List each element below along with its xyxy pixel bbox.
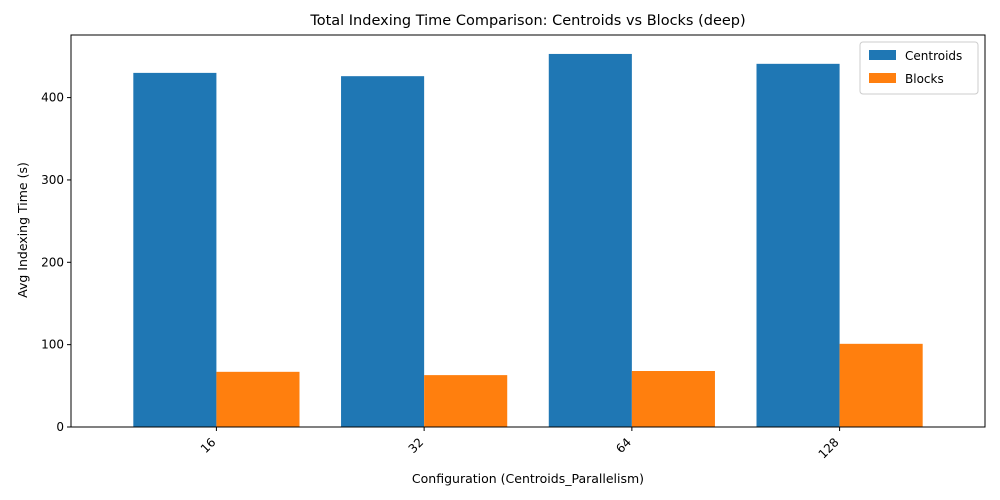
x-tick-label: 32 <box>406 435 427 456</box>
bar-centroids-128 <box>756 63 840 428</box>
bar-centroids-32 <box>341 76 425 428</box>
x-tick-label: 128 <box>816 435 842 461</box>
y-axis-label: Avg Indexing Time (s) <box>15 162 30 298</box>
x-tick-label: 16 <box>198 435 219 456</box>
x-axis-label: Configuration (Centroids_Parallelism) <box>412 471 644 486</box>
bar-blocks-16 <box>216 371 300 427</box>
legend-label-centroids: Centroids <box>905 49 962 63</box>
y-tick-label: 400 <box>41 91 64 105</box>
bars-group <box>133 53 923 428</box>
y-tick-label: 200 <box>41 255 64 269</box>
y-tick-label: 0 <box>56 420 64 434</box>
y-tick-label: 100 <box>41 338 64 352</box>
legend-swatch-blocks <box>869 73 896 83</box>
chart-title: Total Indexing Time Comparison: Centroid… <box>309 13 745 29</box>
bar-blocks-128 <box>839 343 923 427</box>
bar-blocks-64 <box>631 371 715 427</box>
y-tick-label: 300 <box>41 173 64 187</box>
legend-swatch-centroids <box>869 50 896 60</box>
legend: Centroids Blocks <box>859 41 979 95</box>
bar-centroids-64 <box>548 53 632 428</box>
plot-frame <box>70 34 986 428</box>
x-tick-label: 64 <box>613 435 634 456</box>
bar-centroids-16 <box>133 72 217 427</box>
legend-label-blocks: Blocks <box>905 72 944 86</box>
bar-blocks-32 <box>424 375 508 427</box>
